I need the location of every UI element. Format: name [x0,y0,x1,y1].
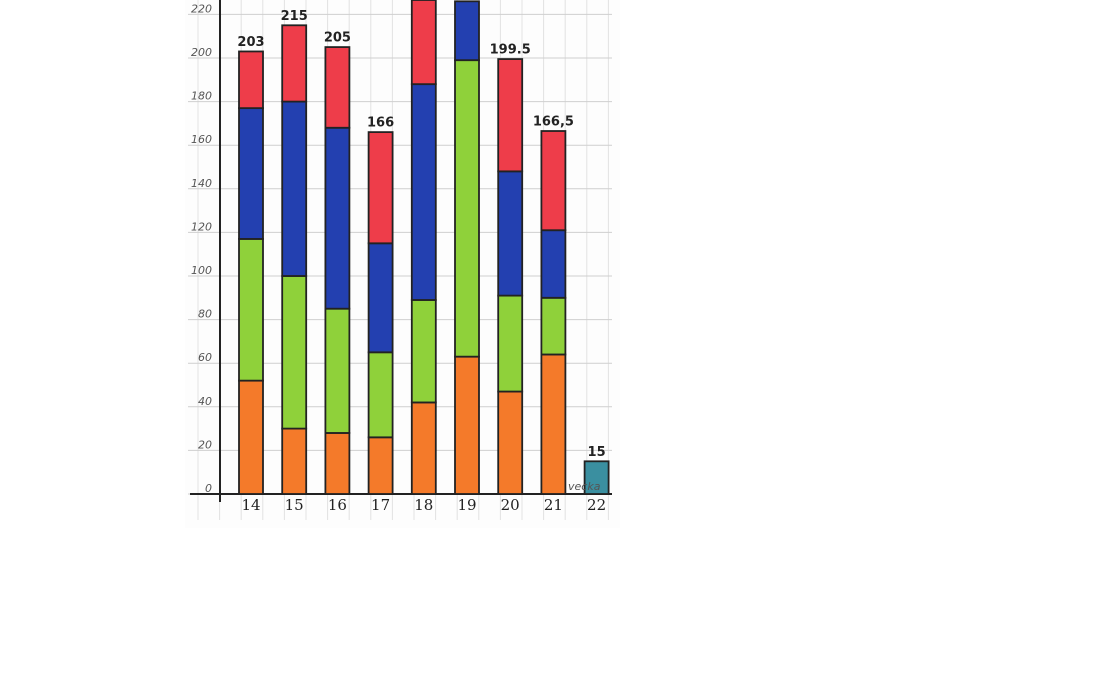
y-tick-label: 20 [198,438,212,451]
y-tick-label: 160 [191,133,212,146]
y-tick-label: 180 [191,90,212,103]
x-tick-label: 16 [328,496,347,514]
x-tick-label: 18 [414,496,433,514]
bar-segment [238,107,264,240]
bar-segment [454,59,480,358]
x-tick-label: 20 [501,496,520,514]
bar-segment [324,46,351,129]
bar-segment [367,242,394,354]
bar-segment [454,0,480,62]
y-tick-label: 200 [191,46,212,59]
bar-segment [324,126,351,310]
bar-segment [410,0,437,86]
x-axis-label: vecka [568,480,601,493]
bar-segment [540,130,567,232]
x-tick-label: 14 [241,496,260,514]
x-tick-label: 15 [285,496,304,514]
y-tick-label: 120 [191,220,212,233]
bar-segment [367,131,394,245]
total-label: 199.5 [490,43,531,58]
x-tick-label: 17 [371,496,390,514]
y-tick-label: 100 [191,264,212,277]
bar-segment [540,296,567,356]
total-label: 166 [367,116,394,131]
total-label: 166,5 [533,115,574,130]
total-label: 203 [237,35,264,50]
y-tick-label: 140 [191,177,212,190]
bar-segment [497,390,524,495]
bar-segment [497,58,524,173]
bar-segment [281,24,308,103]
bar-segment [324,307,351,434]
total-label: 215 [281,9,308,24]
bar-segment [238,238,264,382]
total-label: 205 [324,31,351,46]
bar-segment [238,50,264,110]
bar-segment [497,294,524,393]
y-tick-label: 40 [198,395,212,408]
total-label: 15 [588,445,606,460]
y-tick-label: 0 [205,482,212,495]
bar-segment [367,436,394,495]
bar-segment [497,170,524,297]
bar-segment [410,401,437,495]
bar-segment [281,275,308,430]
x-tick-label: 19 [457,496,476,514]
y-tick-label: 80 [198,308,212,321]
x-tick-label: 21 [544,496,563,514]
y-tick-label: 60 [198,351,212,364]
bar-segment [410,83,437,301]
x-tick-label: 22 [587,496,606,514]
bar-segment [540,353,567,495]
bar-segment [238,379,264,495]
bar-segment [367,351,394,439]
bar-segment [583,460,610,495]
bar-segment [281,100,308,277]
bar-segment [410,299,437,404]
bar-segment [281,427,308,495]
y-tick-label: 220 [191,2,212,15]
bar-segment [324,432,351,495]
bar-segment [540,229,567,299]
bar-segment [454,355,480,495]
